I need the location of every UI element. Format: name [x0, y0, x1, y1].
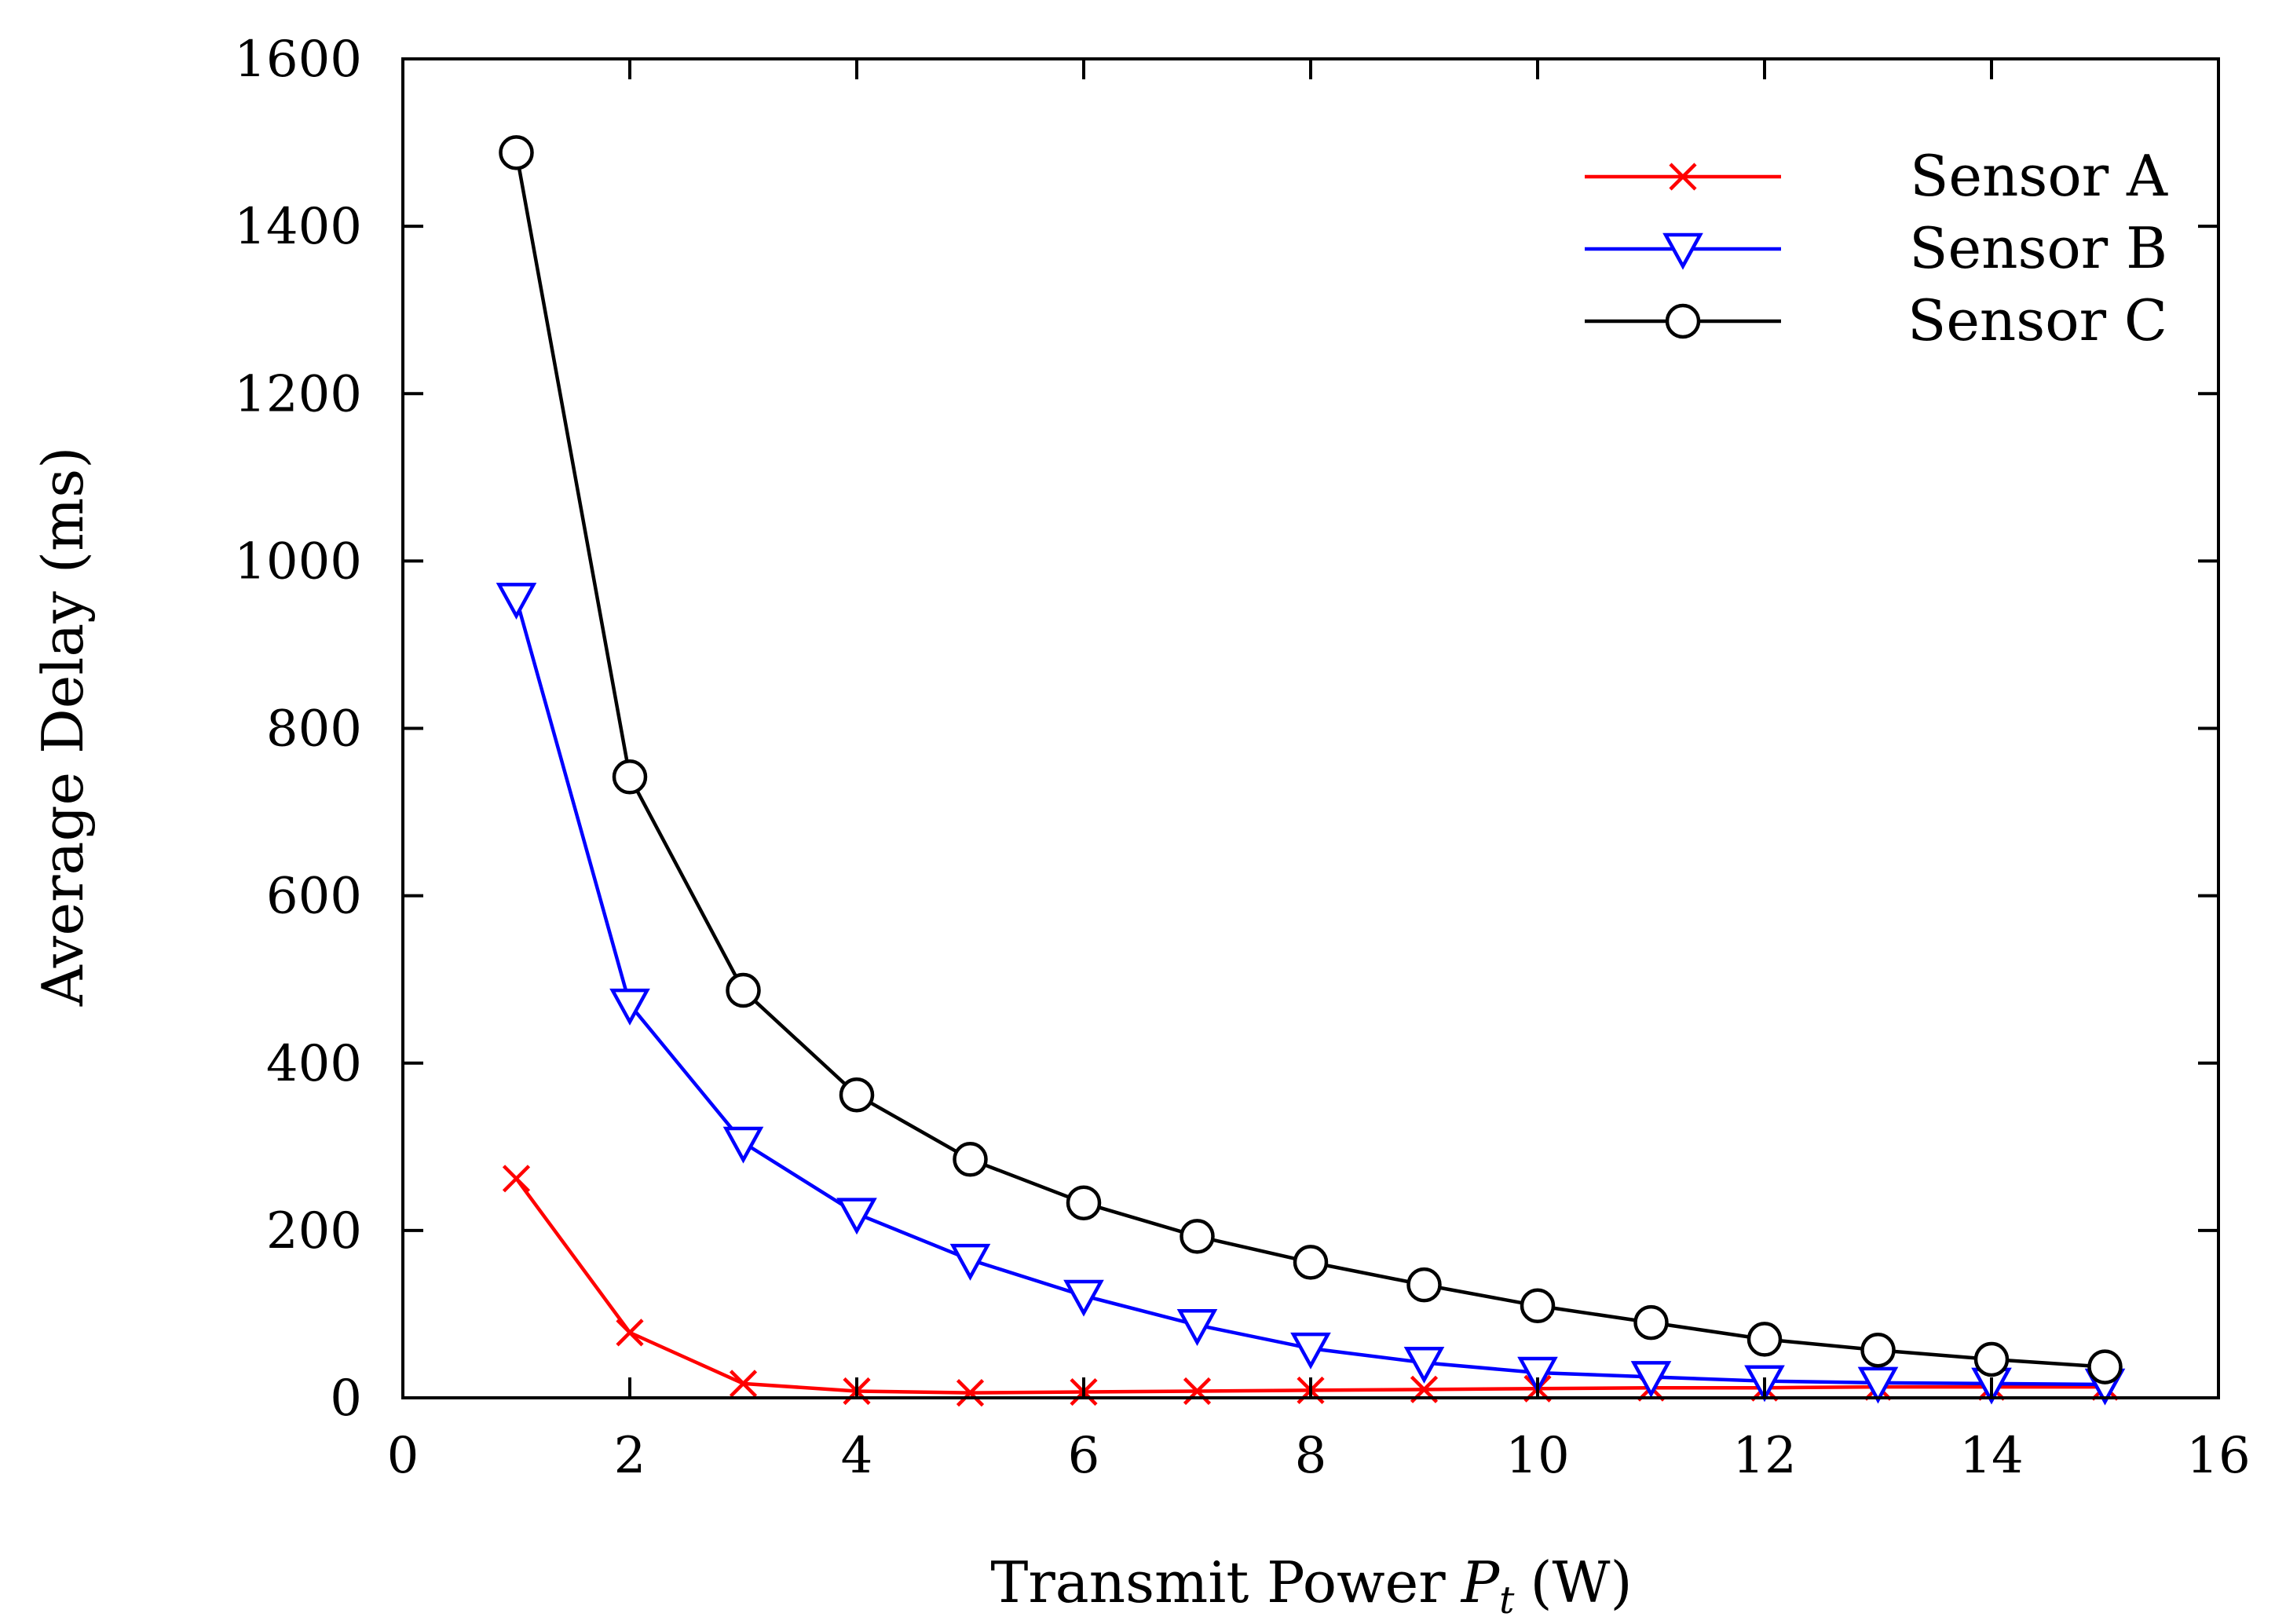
data-point-sensor-b	[722, 1126, 764, 1164]
y-tick-label: 800	[266, 700, 362, 759]
data-point-sensor-b	[1630, 1361, 1672, 1399]
data-point-sensor-c	[612, 759, 648, 795]
legend-item-sensor-b: Sensor B	[1585, 215, 2167, 281]
data-point-sensor-c	[1066, 1185, 1102, 1220]
data-point-sensor-b	[1176, 1309, 1218, 1346]
data-point-sensor-c	[839, 1077, 875, 1113]
data-point-sensor-a	[956, 1379, 985, 1407]
data-point-sensor-a-stroke	[956, 1379, 985, 1407]
legend-label-sensor-a: Sensor A	[1910, 143, 2168, 209]
data-point-sensor-b	[1857, 1366, 1899, 1404]
x-tick-label: 14	[1959, 1427, 2023, 1485]
y-tick-label: 1600	[234, 31, 362, 89]
legend-item-sensor-c: Sensor C	[1585, 287, 2167, 353]
data-point-sensor-a	[616, 1319, 644, 1347]
x-tick-label: 12	[1732, 1427, 1796, 1485]
data-point-sensor-c	[1520, 1288, 1556, 1324]
data-point-sensor-b	[1517, 1356, 1558, 1394]
y-tick-label: 600	[266, 868, 362, 926]
data-point-sensor-a-stroke	[729, 1370, 758, 1398]
data-point-sensor-b	[949, 1243, 991, 1281]
data-point-sensor-b	[609, 988, 650, 1026]
legend-label-sensor-c: Sensor C	[1907, 287, 2167, 353]
data-point-sensor-a-stroke	[616, 1319, 644, 1347]
legend-marker-sensor-c	[1665, 303, 1701, 339]
legend-label-sensor-b: Sensor B	[1909, 215, 2167, 281]
x-tick-label: 6	[1068, 1427, 1100, 1485]
data-point-sensor-c	[2087, 1349, 2123, 1384]
y-tick-label: 1000	[234, 532, 362, 591]
data-point-sensor-a-stroke	[1183, 1377, 1212, 1406]
data-point-sensor-c	[1973, 1341, 2010, 1377]
data-point-sensor-c	[1293, 1245, 1329, 1280]
data-point-sensor-c	[1180, 1219, 1215, 1254]
y-tick-label: 1200	[234, 365, 362, 423]
data-point-sensor-c	[1406, 1267, 1442, 1303]
y-tick-label: 200	[266, 1202, 362, 1260]
legend-marker-sensor-a-stroke	[1669, 163, 1697, 191]
data-point-sensor-c	[499, 135, 534, 170]
x-axis-label-symbol: P	[1460, 1549, 1501, 1615]
y-tick-label: 400	[266, 1035, 362, 1093]
legend-marker-sensor-b	[1662, 232, 1703, 270]
data-point-sensor-b	[1290, 1332, 1331, 1370]
data-point-sensor-c	[953, 1142, 988, 1177]
data-point-sensor-a	[729, 1370, 758, 1398]
data-point-sensor-c	[1746, 1322, 1783, 1357]
y-tick-label: 0	[330, 1370, 362, 1428]
data-point-sensor-b	[496, 583, 537, 620]
data-point-sensor-b	[1063, 1279, 1104, 1317]
legend-marker-sensor-a	[1669, 163, 1697, 191]
data-point-sensor-a	[502, 1165, 531, 1193]
data-point-sensor-b	[1403, 1346, 1445, 1384]
axes: 0 2 4 6 8 10 12 14 16 0 200 400 600 800 1000 1200 1400 16…	[234, 31, 2251, 1485]
x-tick-label: 2	[614, 1427, 646, 1485]
legend-item-sensor-a: Sensor A	[1585, 143, 2168, 209]
x-axis-label-subscript: t	[1499, 1578, 1515, 1622]
y-tick-label: 1400	[234, 198, 362, 256]
x-axis-label-unit: (W)	[1530, 1549, 1632, 1615]
data-point-sensor-c	[1633, 1304, 1669, 1341]
data-point-sensor-a	[1183, 1377, 1212, 1406]
x-tick-label: 0	[387, 1427, 419, 1485]
x-tick-label: 16	[2186, 1427, 2250, 1485]
data-point-sensor-a-stroke	[502, 1165, 531, 1193]
data-point-sensor-c	[726, 972, 761, 1008]
x-tick-label: 8	[1295, 1427, 1327, 1485]
x-axis-label: Transmit Power Pt (W)	[990, 1549, 1632, 1622]
data-point-sensor-b	[836, 1198, 877, 1235]
x-axis-label-text: Transmit Power	[990, 1549, 1446, 1615]
data-point-sensor-c	[1860, 1333, 1896, 1368]
y-axis-label: Average Delay (ms)	[30, 447, 96, 1008]
x-tick-label: 10	[1505, 1427, 1569, 1485]
x-tick-label: 4	[841, 1427, 873, 1485]
